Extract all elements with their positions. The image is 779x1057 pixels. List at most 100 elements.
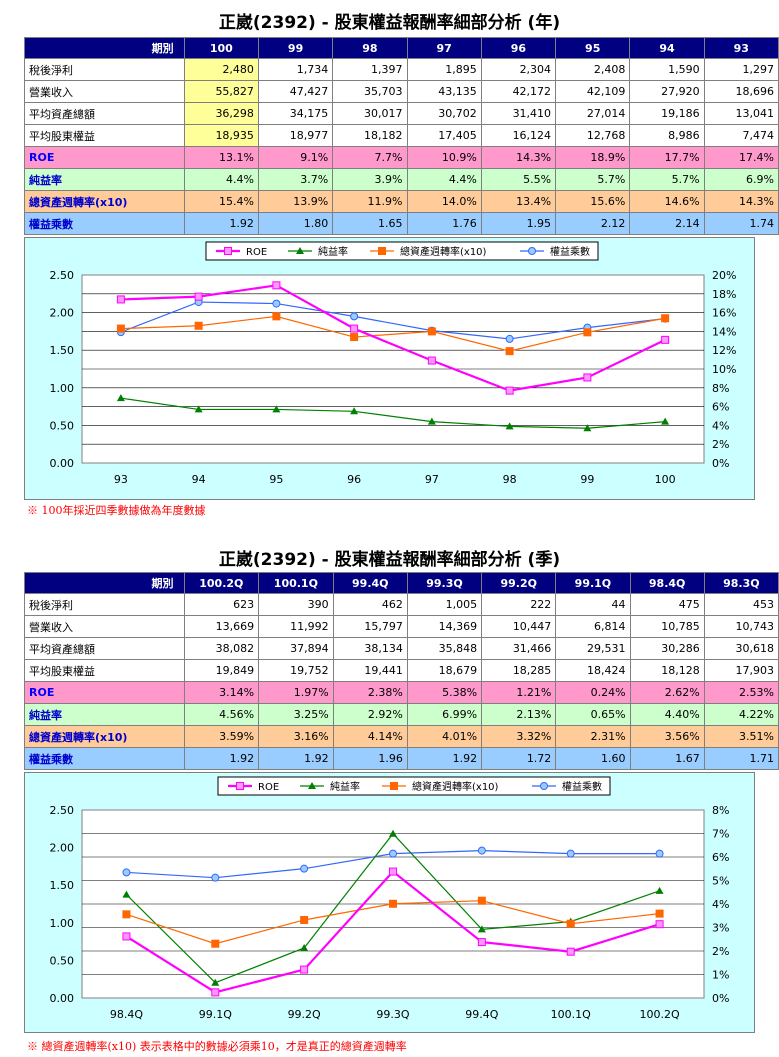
data-point xyxy=(122,932,131,941)
data-point xyxy=(350,312,359,321)
table-cell: 14,369 xyxy=(406,615,483,638)
data-point xyxy=(224,247,232,255)
row-label: 平均股東權益 xyxy=(24,659,185,682)
row-asset-turnover: 總資產週轉率(x10) 3.59% 3.16% 4.14% 4.01% 3.32% 2.31… xyxy=(24,725,779,748)
data-point xyxy=(122,910,131,919)
table-cell: 14.6% xyxy=(629,190,705,213)
table-header-row: 期別 100 99 98 97 96 95 94 93 xyxy=(24,37,779,59)
table-cell: 19,849 xyxy=(183,659,260,682)
table-cell: 10,447 xyxy=(481,615,557,638)
data-point xyxy=(272,299,281,308)
category-label: 99.2Q xyxy=(288,1008,321,1021)
right-tick-label: 2% xyxy=(712,945,729,958)
legend-label: 純益率 xyxy=(330,780,360,793)
data-point xyxy=(505,422,514,430)
table-cell: 35,848 xyxy=(406,637,483,660)
data-point xyxy=(661,417,670,425)
table-cell: 222 xyxy=(481,593,557,616)
table-cell: 6,814 xyxy=(555,615,631,638)
table-cell: 1.96 xyxy=(332,747,408,770)
data-point xyxy=(211,939,220,948)
right-tick-label: 0% xyxy=(712,457,729,470)
category-label: 99 xyxy=(580,473,594,486)
table-cell: 30,702 xyxy=(406,102,482,125)
table-cell: 6.99% xyxy=(406,703,483,726)
row-roe: ROE 13.1% 9.1% 7.7% 10.9% 14.3% 18.9% 17.7% 17.4… xyxy=(24,146,779,169)
right-tick-label: 4% xyxy=(712,898,729,911)
row-avg-equity: 平均股東權益 18,935 18,977 18,182 17,405 16,124 12,7… xyxy=(24,124,779,147)
left-tick-label: 0.00 xyxy=(50,457,75,470)
table-cell: 18,935 xyxy=(183,124,259,147)
table-cell: 10,785 xyxy=(629,615,705,638)
row-label: ROE xyxy=(24,146,185,169)
data-point xyxy=(477,938,486,947)
table-cell: 14.3% xyxy=(703,190,779,213)
table-cell: 1,005 xyxy=(406,593,483,616)
table-cell: 34,175 xyxy=(257,102,334,125)
category-label: 99.4Q xyxy=(465,1008,498,1021)
table-cell: 4.01% xyxy=(406,725,483,748)
quarterly-table: 期別 100.2Q 100.1Q 99.4Q 99.3Q 99.2Q 99.1Q 98.4Q 9… xyxy=(24,572,779,770)
right-tick-label: 1% xyxy=(712,969,729,982)
annual-table: 期別 100 99 98 97 96 95 94 93 稅後淨利 2,480 1,734 1,397 1,… xyxy=(24,37,779,235)
data-point xyxy=(272,281,281,290)
row-net-income: 稅後淨利 623 390 462 1,005 222 44 475 453 xyxy=(24,593,779,616)
row-net-income: 稅後淨利 2,480 1,734 1,397 1,895 2,304 2,408 1,590 1… xyxy=(24,58,779,81)
legend-label: ROE xyxy=(246,247,267,258)
data-point xyxy=(427,356,436,365)
table-cell: 390 xyxy=(258,593,334,616)
series-line xyxy=(120,301,666,340)
table-cell: 27,920 xyxy=(629,80,705,103)
table-cell: 31,410 xyxy=(480,102,557,125)
data-point xyxy=(122,890,131,898)
table-cell: 14.3% xyxy=(480,146,557,169)
left-tick-label: 0.50 xyxy=(50,419,75,432)
table-cell: 2.53% xyxy=(703,681,779,704)
data-point xyxy=(350,324,359,333)
legend-label: ROE xyxy=(258,782,279,793)
table-cell: 4.56% xyxy=(183,703,260,726)
data-point xyxy=(505,334,514,343)
table-cell: 5.7% xyxy=(555,168,631,191)
left-tick-label: 0.50 xyxy=(50,954,75,967)
quarterly-chart: ROE 純益率 總資產週轉率(x10) 權益乘數 0.00 0.50 1.00 1.50 2.0… xyxy=(24,772,755,1033)
chart-legend: ROE 純益率 總資產週轉率(x10) 權益乘數 xyxy=(217,776,611,796)
table-cell: 18,977 xyxy=(257,124,334,147)
legend-label: 權益乘數 xyxy=(550,245,590,258)
table-cell: 6.9% xyxy=(703,168,779,191)
table-cell: 30,618 xyxy=(703,637,779,660)
category-label: 99.1Q xyxy=(199,1008,232,1021)
data-point xyxy=(350,333,359,342)
annual-chart: ROE 純益率 總資產週轉率(x10) 權益乘數 0.00 0.50 1.00 1.50 2.0… xyxy=(24,237,755,500)
table-cell: 13,669 xyxy=(183,615,260,638)
row-label: 純益率 xyxy=(24,703,185,726)
table-cell: 43,135 xyxy=(406,80,482,103)
table-cell: 1.74 xyxy=(703,212,779,235)
category-label: 96 xyxy=(347,473,361,486)
data-point xyxy=(194,405,203,413)
table-cell: 2,480 xyxy=(183,58,259,81)
right-tick-label: 10% xyxy=(712,363,736,376)
table-cell: 1.71 xyxy=(703,747,779,770)
left-tick-label: 0.00 xyxy=(50,992,75,1005)
table-cell: 453 xyxy=(703,593,779,616)
table-cell: 10.9% xyxy=(406,146,482,169)
table-cell: 3.14% xyxy=(183,681,260,704)
data-point xyxy=(477,846,486,855)
period-header: 97 xyxy=(406,37,482,59)
series-line xyxy=(120,284,666,392)
row-asset-turnover: 總資產週轉率(x10) 15.4% 13.9% 11.9% 14.0% 13.4% 15.6… xyxy=(24,190,779,213)
data-point xyxy=(122,868,131,877)
table-cell: 16,124 xyxy=(480,124,557,147)
period-header: 93 xyxy=(703,37,779,59)
right-tick-label: 7% xyxy=(712,828,729,841)
table-cell: 1.80 xyxy=(257,212,334,235)
right-tick-label: 16% xyxy=(712,307,736,320)
table-cell: 1.92 xyxy=(183,212,259,235)
right-tick-label: 3% xyxy=(712,922,729,935)
row-label: 營業收入 xyxy=(24,80,185,103)
table-cell: 4.4% xyxy=(183,168,259,191)
quarterly-note: ※ 總資產週轉率(x10) 表示表格中的數據必須乘10，才是真正的總資產週轉率 xyxy=(27,1040,407,1053)
table-cell: 4.40% xyxy=(629,703,705,726)
row-label: 營業收入 xyxy=(24,615,185,638)
